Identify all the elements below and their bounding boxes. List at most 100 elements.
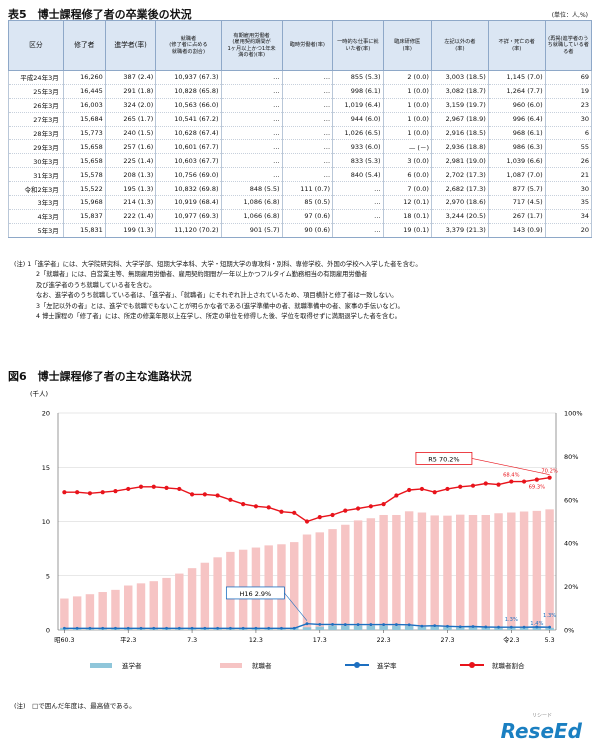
advancement-rate-point bbox=[446, 624, 449, 628]
table-cell: … bbox=[281, 126, 334, 141]
table5-header-7: 臨床研修医 (率) bbox=[382, 20, 432, 71]
table-cell: 55 bbox=[544, 139, 592, 155]
data-label: 1.4% bbox=[530, 621, 543, 627]
bar-advanced bbox=[302, 627, 312, 630]
employment-rate-point bbox=[202, 492, 207, 497]
bar-advanced bbox=[430, 626, 439, 630]
table-cell: 10,563 (66.0) bbox=[155, 98, 222, 113]
table-cell: … bbox=[220, 167, 283, 183]
table-cell: … bbox=[281, 167, 334, 183]
table-cell: … bbox=[281, 139, 334, 155]
table-cell: 令和2年3月 bbox=[8, 181, 64, 197]
y2-tick-label: 40% bbox=[564, 540, 578, 548]
advancement-rate-point bbox=[420, 624, 424, 628]
table-cell: 15,837 bbox=[62, 209, 106, 224]
bar-advanced bbox=[379, 625, 388, 630]
table-cell: 11,120 (70.2) bbox=[155, 223, 222, 238]
employment-rate-point bbox=[394, 493, 399, 498]
table-cell: 986 (6.3) bbox=[487, 139, 546, 155]
employment-rate-point bbox=[470, 483, 476, 488]
table5: 区分 修了者 進学者(率) 就職者 (修了者に占める 就職者の割合) 有期雇用労働者 (雇用契… bbox=[8, 20, 592, 238]
table-cell: 291 (1.8) bbox=[104, 84, 157, 99]
bar-employed bbox=[341, 524, 350, 630]
figure6-title: 図6 博士課程修了者の主な進路状況 bbox=[8, 370, 192, 383]
bar-employed bbox=[200, 562, 210, 630]
employment-rate-point bbox=[266, 505, 271, 510]
employment-rate-point bbox=[445, 486, 450, 492]
advancement-rate-point bbox=[394, 623, 398, 626]
table-cell: 968 (6.1) bbox=[487, 126, 546, 141]
data-label: 70.2% bbox=[541, 469, 558, 475]
watermark-logo: ReseEd bbox=[500, 719, 582, 743]
employment-rate-point bbox=[483, 481, 488, 486]
bar-advanced bbox=[481, 627, 490, 630]
table5-header-10: (再掲)進学者のう ち就職している者 る者 bbox=[544, 20, 592, 71]
bar-employed bbox=[98, 592, 107, 630]
table-cell: 29年3月 bbox=[8, 139, 64, 155]
table-cell: 15,831 bbox=[62, 223, 106, 238]
table-cell: 240 (1.5) bbox=[104, 126, 157, 141]
data-label: 1.3% bbox=[505, 617, 518, 623]
employment-rate-point bbox=[304, 519, 310, 524]
data-label: 68.4% bbox=[503, 473, 520, 479]
y2-tick-label: 0% bbox=[564, 627, 574, 635]
table5-header-8: 左記以外の者 (率) bbox=[430, 20, 489, 71]
bar-advanced bbox=[353, 625, 363, 630]
table-cell: 996 (6.4) bbox=[487, 112, 546, 127]
bar-employed bbox=[72, 596, 82, 630]
table-cell: … bbox=[332, 181, 384, 197]
bar-employed bbox=[443, 515, 452, 630]
advancement-rate-point bbox=[548, 625, 552, 629]
callout-leader-h16 bbox=[284, 592, 308, 621]
table-cell: 3,244 (20.5) bbox=[430, 209, 489, 224]
employment-rate-point bbox=[534, 477, 539, 482]
table-cell: … bbox=[332, 195, 384, 210]
advancement-rate-point bbox=[190, 626, 194, 630]
y-axis-label: (千人) bbox=[30, 389, 48, 398]
table-cell: … bbox=[220, 98, 283, 113]
table5-header-3: 就職者 (修了者に占める 就職者の割合) bbox=[155, 20, 222, 71]
advancement-rate-point bbox=[75, 626, 79, 630]
note-line: 3「左記以外の者」とは、進学でも就職でもないことが明らかな者である(進学準備中の… bbox=[36, 302, 404, 310]
legend-item: 就職者割合 bbox=[460, 660, 525, 670]
bar-employed bbox=[328, 529, 337, 630]
table-cell: 111 (0.7) bbox=[281, 181, 334, 197]
bar-employed bbox=[468, 514, 478, 630]
x-tick-label: 22.3 bbox=[377, 637, 391, 644]
table-cell: 20 bbox=[544, 223, 592, 238]
employment-rate-point bbox=[241, 502, 246, 507]
bar-employed bbox=[417, 512, 427, 630]
advancement-rate-point bbox=[382, 623, 386, 626]
table-row: 30年3月 15,658 225 (1.4) 10,603 (67.7)…… 833 (… bbox=[8, 153, 592, 169]
table-cell: 1 (0.0) bbox=[382, 112, 432, 127]
table-cell: 28年3月 bbox=[8, 126, 64, 141]
legend-swatch bbox=[220, 662, 242, 668]
table-cell: 717 (4.5) bbox=[487, 195, 546, 210]
bar-employed bbox=[392, 514, 401, 630]
table-cell: 10,937 (67.3) bbox=[155, 70, 222, 85]
note-line: なお、進学者のうち就職している者は、「進学者」、「就職者」にそれぞれ計上されてい… bbox=[36, 292, 398, 300]
bar-advanced bbox=[328, 625, 337, 630]
advancement-rate-point bbox=[497, 625, 500, 629]
table-cell: 1 (0.0) bbox=[382, 126, 432, 141]
callout-r5: R5 70.2% bbox=[428, 455, 459, 463]
table-cell: 10,603 (67.7) bbox=[155, 153, 222, 169]
bar-employed bbox=[545, 509, 554, 630]
employment-rate-point bbox=[138, 484, 144, 489]
table-cell: 90 (0.6) bbox=[281, 223, 334, 238]
table-cell: 387 (2.4) bbox=[104, 70, 157, 85]
bar-employed bbox=[175, 573, 184, 630]
x-tick-label: 令2.3 bbox=[503, 635, 519, 644]
table-cell: 15,522 bbox=[62, 181, 106, 197]
employment-rate-point bbox=[458, 484, 463, 489]
table-cell: … bbox=[220, 84, 283, 99]
table5-title: 表5 博士課程修了者の卒業後の状況 bbox=[8, 8, 192, 21]
table-cell: 15,684 bbox=[62, 112, 106, 127]
bar-advanced bbox=[341, 625, 350, 630]
x-tick-label: 平2.3 bbox=[120, 636, 136, 644]
table-cell: 833 (5.3) bbox=[332, 153, 384, 169]
bar-employed bbox=[507, 512, 516, 630]
bar-employed bbox=[315, 532, 324, 630]
legend-swatch bbox=[460, 662, 484, 668]
bar-employed bbox=[187, 568, 197, 630]
